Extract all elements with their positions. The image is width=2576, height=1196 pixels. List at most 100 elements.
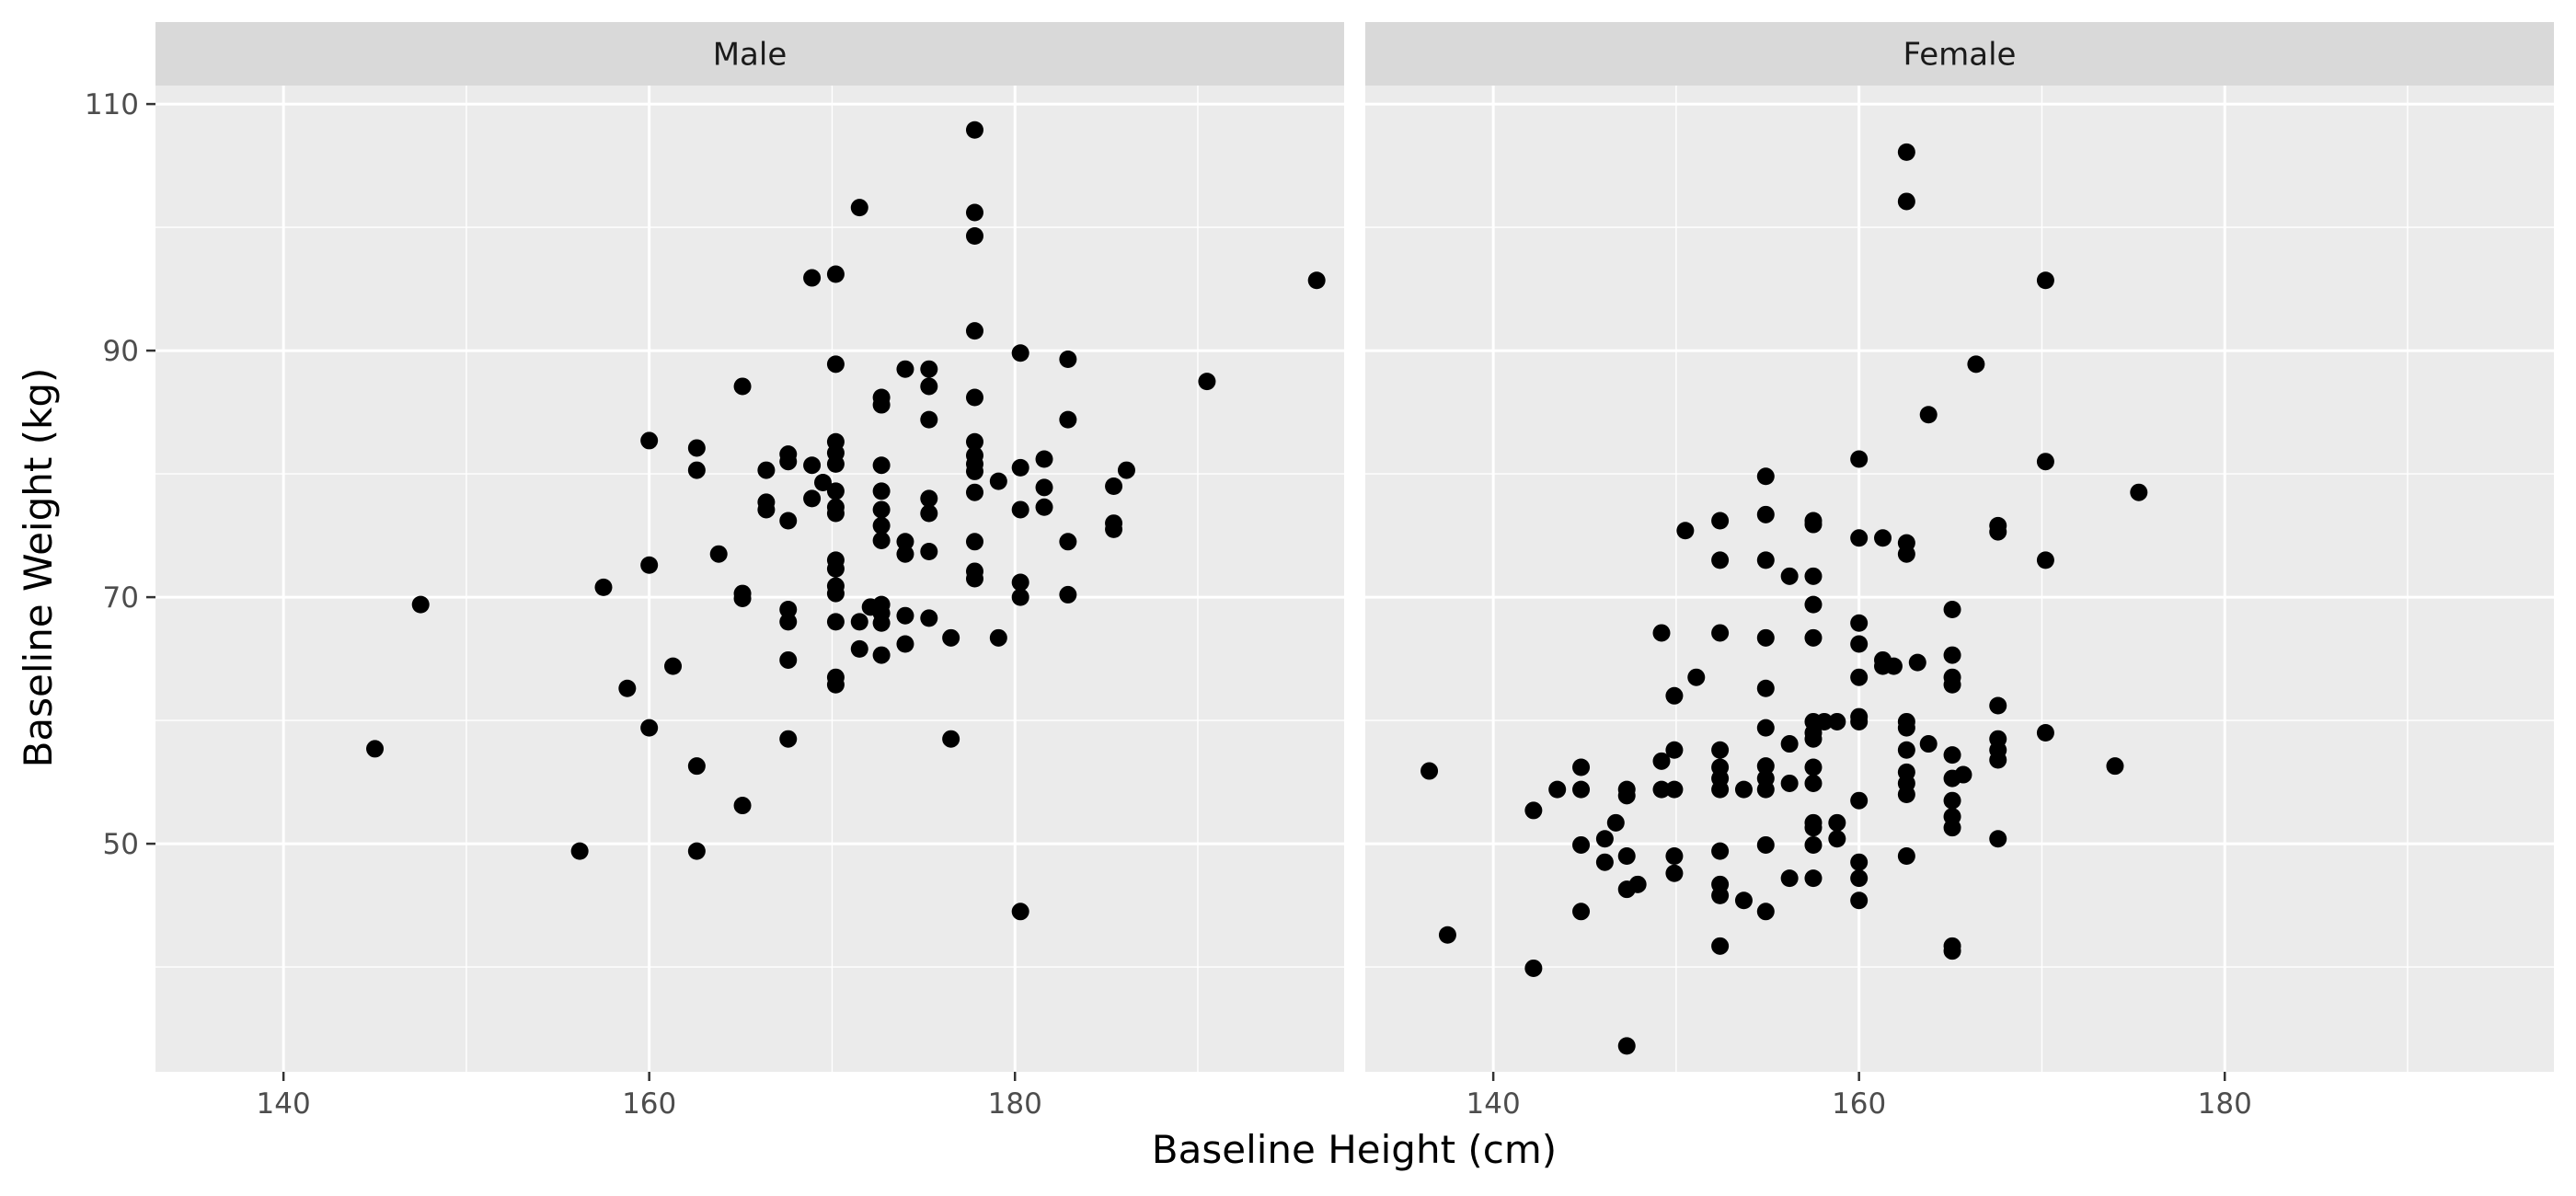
- data-point-female: [1595, 830, 1614, 848]
- data-point-female: [1572, 758, 1591, 776]
- data-point-female: [1711, 512, 1730, 530]
- data-point-female: [1943, 646, 1961, 664]
- data-point-male: [1059, 410, 1077, 429]
- data-point-male: [687, 842, 706, 860]
- data-point-female: [1828, 830, 1846, 848]
- data-point-female: [1548, 780, 1567, 799]
- data-point-female: [1572, 903, 1591, 921]
- data-point-female: [1420, 762, 1439, 780]
- data-point-male: [920, 609, 938, 627]
- data-point-male: [733, 797, 752, 815]
- x-axis-title: Baseline Height (cm): [1152, 1127, 1557, 1172]
- data-point-male: [640, 719, 659, 737]
- data-point-female: [1524, 801, 1543, 820]
- strip-male: [155, 22, 1344, 86]
- data-point-female: [1919, 406, 1938, 424]
- data-point-female: [1665, 864, 1684, 882]
- data-point-male: [965, 483, 983, 501]
- data-point-male: [803, 489, 822, 508]
- data-point-female: [1897, 741, 1915, 759]
- data-point-male: [1198, 373, 1216, 391]
- data-point-male: [920, 543, 938, 561]
- data-point-male: [687, 757, 706, 776]
- data-point-female: [1756, 780, 1775, 799]
- data-point-male: [965, 322, 983, 340]
- data-point-female: [1756, 628, 1775, 647]
- data-point-female: [1943, 942, 1961, 960]
- data-point-male: [733, 589, 752, 607]
- data-point-female: [1943, 675, 1961, 694]
- data-point-male: [640, 556, 659, 574]
- strip-label-male: Male: [713, 37, 788, 74]
- data-point-male: [1011, 458, 1029, 477]
- data-point-male: [872, 516, 891, 535]
- data-point-female: [1989, 696, 2007, 715]
- data-point-female: [1524, 959, 1543, 977]
- data-point-female: [1943, 791, 1961, 810]
- y-axis: 50 70 90 110: [85, 88, 155, 861]
- data-point-female: [1572, 835, 1591, 854]
- data-point-female: [1850, 891, 1869, 910]
- data-point-male: [872, 396, 891, 414]
- data-point-female: [1897, 847, 1915, 865]
- data-point-female: [1606, 813, 1625, 832]
- data-point-female: [1804, 758, 1823, 776]
- data-point-male: [920, 504, 938, 523]
- data-point-male: [733, 377, 752, 396]
- data-point-female: [1711, 551, 1730, 569]
- data-point-male: [687, 461, 706, 479]
- data-point-female: [1874, 529, 1892, 547]
- data-point-male: [965, 388, 983, 407]
- data-point-male: [1105, 477, 1123, 495]
- data-point-male: [920, 377, 938, 396]
- data-point-female: [1897, 192, 1915, 211]
- data-point-female: [1897, 143, 1915, 161]
- data-point-female: [1897, 545, 1915, 563]
- data-point-female: [1572, 780, 1591, 799]
- data-point-male: [920, 410, 938, 429]
- data-point-female: [1780, 567, 1799, 585]
- data-point-female: [1665, 847, 1684, 865]
- data-point-female: [2036, 453, 2054, 471]
- y-axis-title: Baseline Weight (kg): [16, 368, 61, 768]
- data-point-male: [872, 531, 891, 549]
- data-point-female: [1665, 686, 1684, 705]
- data-point-female: [1711, 624, 1730, 642]
- data-point-female: [1780, 774, 1799, 792]
- data-point-male: [709, 545, 728, 563]
- data-point-female: [1850, 853, 1869, 871]
- data-point-female: [2130, 483, 2148, 501]
- data-point-female: [1595, 853, 1614, 871]
- data-point-male: [850, 613, 868, 631]
- data-point-male: [779, 613, 798, 631]
- data-point-female: [1756, 757, 1775, 776]
- data-point-male: [942, 628, 960, 647]
- data-point-female: [1919, 735, 1938, 753]
- panel-background-male: [155, 86, 1344, 1072]
- data-point-male: [872, 482, 891, 500]
- data-point-female: [2036, 271, 2054, 290]
- data-point-male: [826, 454, 845, 473]
- data-point-female: [1804, 869, 1823, 888]
- y-tick-label: 110: [85, 88, 139, 121]
- data-point-female: [1804, 774, 1823, 792]
- data-point-female: [1711, 937, 1730, 955]
- data-point-male: [826, 559, 845, 578]
- x-tick-label: 140: [257, 1087, 311, 1121]
- data-point-female: [1828, 813, 1846, 832]
- y-tick-label: 50: [103, 828, 139, 861]
- data-point-female: [1804, 567, 1823, 585]
- data-point-female: [1756, 505, 1775, 523]
- data-point-male: [1011, 500, 1029, 519]
- data-point-female: [1734, 891, 1753, 910]
- data-point-female: [1756, 467, 1775, 486]
- data-point-male: [814, 473, 833, 491]
- panel-background-female: [1365, 86, 2554, 1072]
- data-point-male: [942, 730, 960, 748]
- data-point-male: [411, 595, 430, 614]
- data-point-female: [1989, 523, 2007, 541]
- data-point-male: [366, 740, 385, 758]
- data-point-male: [779, 601, 798, 618]
- data-point-female: [1850, 614, 1869, 632]
